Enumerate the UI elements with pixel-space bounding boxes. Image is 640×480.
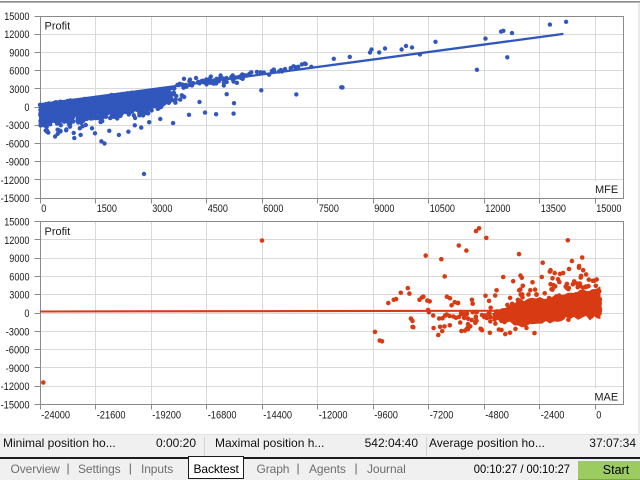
svg-text:-24000: -24000 (41, 409, 70, 421)
svg-text:-9600: -9600 (374, 409, 398, 421)
svg-text:Profit: Profit (45, 226, 71, 238)
svg-text:-2400: -2400 (541, 409, 565, 421)
svg-text:-9000: -9000 (6, 363, 30, 375)
svg-text:-14400: -14400 (263, 409, 292, 421)
svg-text:0: 0 (24, 102, 29, 114)
svg-text:-6000: -6000 (6, 345, 30, 357)
svg-text:12000: 12000 (4, 29, 29, 41)
svg-text:-3000: -3000 (6, 326, 30, 338)
svg-text:6000: 6000 (9, 271, 29, 283)
svg-text:-12000: -12000 (319, 409, 348, 421)
svg-text:12000: 12000 (485, 203, 510, 215)
svg-text:9000: 9000 (374, 203, 394, 215)
svg-text:4500: 4500 (208, 203, 228, 215)
svg-text:3000: 3000 (152, 203, 172, 215)
svg-text:15000: 15000 (4, 217, 29, 229)
svg-text:3000: 3000 (9, 84, 29, 96)
svg-text:MAE: MAE (594, 391, 618, 403)
svg-text:13500: 13500 (541, 203, 566, 215)
svg-text:6000: 6000 (263, 203, 283, 215)
svg-text:15000: 15000 (4, 11, 29, 23)
svg-text:12000: 12000 (4, 235, 29, 247)
svg-text:0: 0 (596, 409, 601, 421)
svg-text:3000: 3000 (9, 290, 29, 302)
svg-text:MFE: MFE (595, 184, 618, 196)
svg-text:0: 0 (24, 308, 29, 320)
svg-text:-15000: -15000 (1, 400, 30, 412)
svg-text:Profit: Profit (45, 21, 71, 33)
svg-text:-19200: -19200 (152, 409, 181, 421)
svg-text:9000: 9000 (9, 47, 29, 59)
svg-text:7500: 7500 (319, 203, 339, 215)
svg-text:-4800: -4800 (485, 409, 509, 421)
svg-text:-15000: -15000 (1, 193, 30, 205)
svg-text:15000: 15000 (596, 203, 621, 215)
svg-text:6000: 6000 (9, 66, 29, 78)
svg-text:9000: 9000 (9, 253, 29, 265)
svg-text:10500: 10500 (430, 203, 455, 215)
svg-text:-16800: -16800 (208, 409, 237, 421)
svg-text:-12000: -12000 (1, 175, 30, 187)
svg-text:-6000: -6000 (6, 138, 30, 150)
svg-text:-3000: -3000 (6, 120, 30, 132)
svg-text:1500: 1500 (97, 203, 117, 215)
svg-text:-7200: -7200 (430, 409, 454, 421)
svg-text:-9000: -9000 (6, 157, 30, 169)
svg-text:-12000: -12000 (1, 381, 30, 393)
svg-text:0: 0 (41, 203, 46, 215)
svg-text:-21600: -21600 (97, 409, 126, 421)
